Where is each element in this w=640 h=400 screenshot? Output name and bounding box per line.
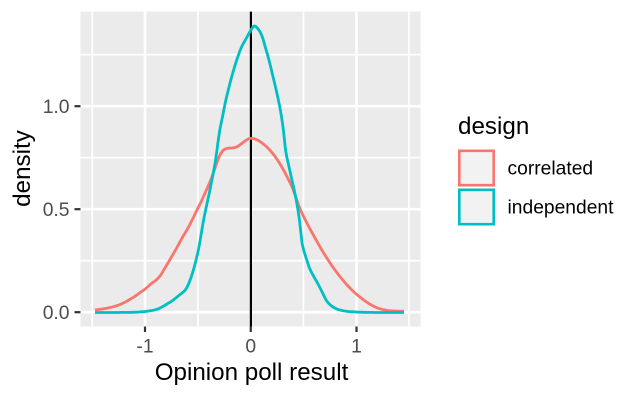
svg-text:independent: independent bbox=[508, 198, 615, 219]
svg-text:Opinion poll result: Opinion poll result bbox=[155, 359, 349, 386]
svg-text:correlated: correlated bbox=[508, 159, 594, 180]
svg-text:-1: -1 bbox=[136, 337, 153, 358]
svg-text:0.0: 0.0 bbox=[43, 303, 70, 324]
svg-text:density: density bbox=[9, 129, 36, 207]
svg-text:1: 1 bbox=[351, 337, 362, 358]
svg-text:design: design bbox=[458, 113, 529, 140]
svg-text:1.0: 1.0 bbox=[43, 97, 70, 118]
svg-text:0: 0 bbox=[245, 337, 256, 358]
svg-text:0.5: 0.5 bbox=[43, 200, 70, 221]
